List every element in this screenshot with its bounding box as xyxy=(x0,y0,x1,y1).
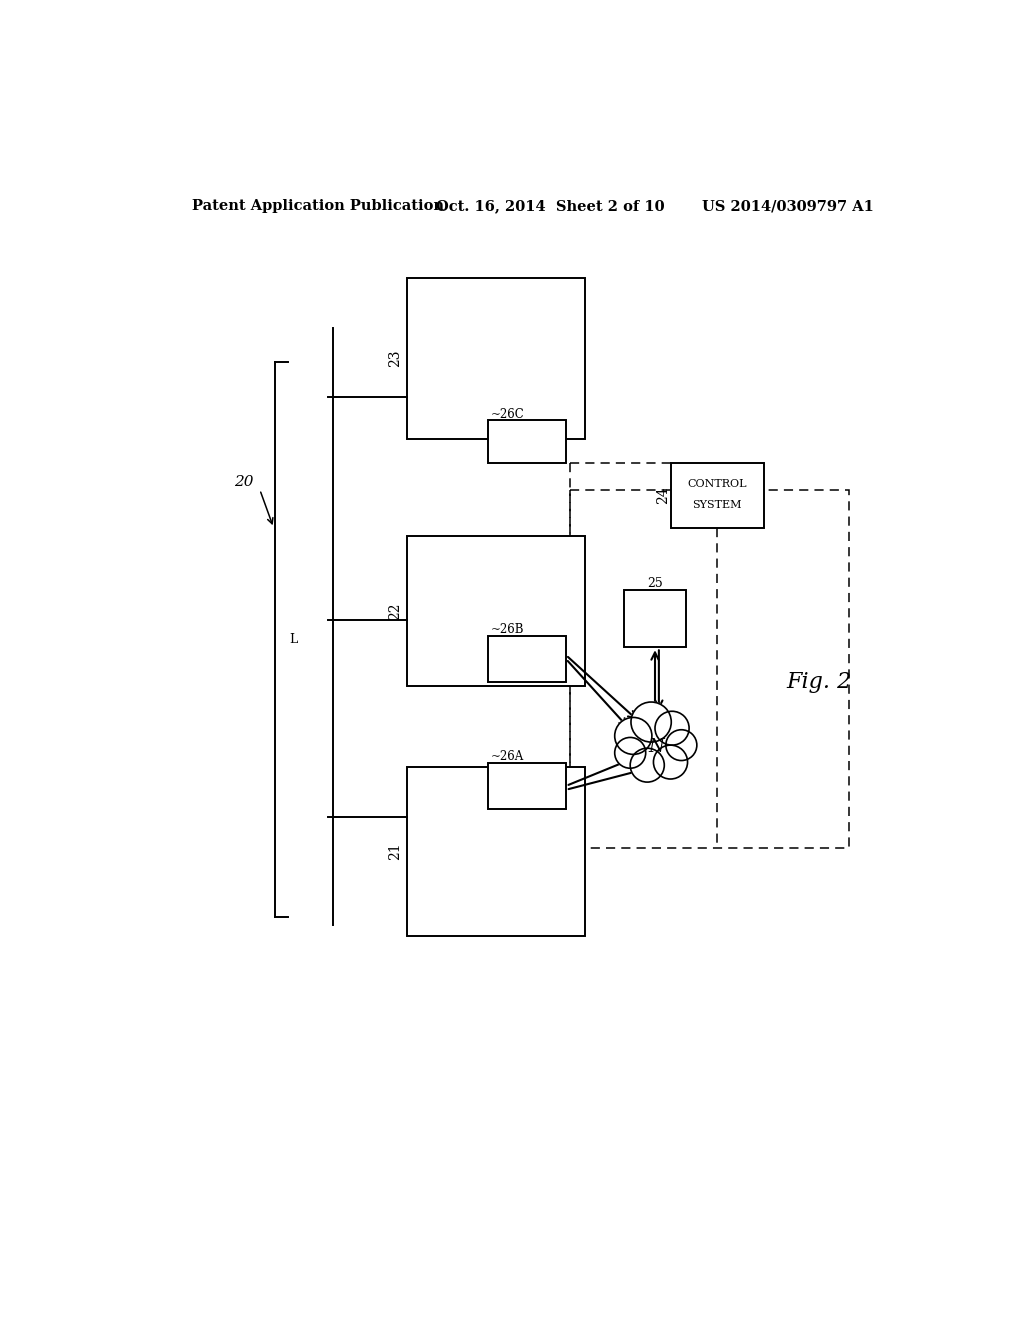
Bar xyxy=(407,536,586,686)
Bar xyxy=(488,763,566,809)
Circle shape xyxy=(631,702,672,742)
Bar xyxy=(624,590,686,647)
Circle shape xyxy=(614,718,652,755)
Text: ~26C: ~26C xyxy=(490,408,524,421)
Text: ~26B: ~26B xyxy=(490,623,524,636)
Text: Oct. 16, 2014  Sheet 2 of 10: Oct. 16, 2014 Sheet 2 of 10 xyxy=(436,199,665,213)
Circle shape xyxy=(630,748,665,781)
Circle shape xyxy=(666,730,697,760)
Circle shape xyxy=(653,744,687,779)
Text: SYSTEM: SYSTEM xyxy=(692,500,741,510)
Circle shape xyxy=(614,738,646,768)
Bar xyxy=(407,767,586,936)
Bar xyxy=(407,277,586,440)
Bar xyxy=(569,490,849,847)
Text: 24: 24 xyxy=(655,487,670,504)
Bar xyxy=(671,462,764,528)
Text: Fig. 2: Fig. 2 xyxy=(786,671,852,693)
Circle shape xyxy=(655,711,689,744)
Text: 22: 22 xyxy=(388,602,402,619)
Text: 25: 25 xyxy=(647,577,663,590)
Text: 21: 21 xyxy=(388,842,402,861)
Text: 20: 20 xyxy=(234,475,254,488)
Text: ~26A: ~26A xyxy=(490,750,524,763)
Text: N: N xyxy=(648,738,665,756)
Text: 23: 23 xyxy=(388,350,402,367)
Bar xyxy=(488,420,566,462)
Text: Patent Application Publication: Patent Application Publication xyxy=(191,199,443,213)
Text: CONTROL: CONTROL xyxy=(687,479,746,490)
Text: L: L xyxy=(289,634,297,647)
Text: US 2014/0309797 A1: US 2014/0309797 A1 xyxy=(701,199,873,213)
Bar xyxy=(488,636,566,682)
